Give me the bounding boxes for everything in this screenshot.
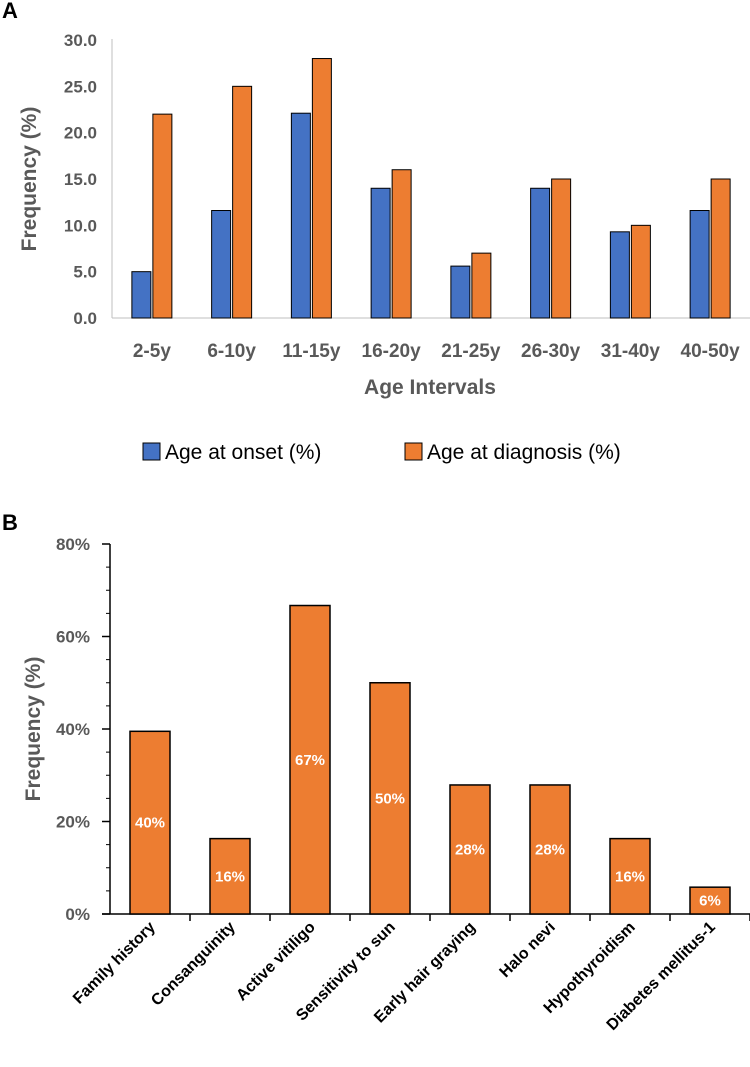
bar	[689, 886, 731, 915]
x-axis-title: Age Intervals	[364, 376, 496, 399]
y-tick-label: 20%	[56, 813, 90, 832]
bar-diagnosis	[232, 85, 253, 319]
bar-value-label: 6%	[699, 893, 721, 910]
bar-value-label: 67%	[295, 752, 325, 769]
x-tick-label: Halo nevi	[497, 919, 559, 981]
y-tick-label: 5.0	[73, 263, 97, 282]
legend-swatch-onset	[142, 442, 161, 461]
bar-diagnosis	[630, 224, 651, 319]
y-tick-label: 80%	[56, 535, 90, 554]
x-tick-label: Family history	[70, 919, 159, 1008]
panel-a-chart: 0.0 5.0 10.0 15.0 20.0 25.0 30.0 2-5y 6-10y 11-15…	[18, 31, 750, 464]
x-tick-label: 31-40y	[601, 341, 661, 362]
y-axis-title: Frequency (%)	[22, 657, 45, 802]
y-tick-label: 0%	[65, 905, 90, 924]
y-tick-label: 30.0	[64, 31, 97, 50]
y-tick-label: 0.0	[73, 309, 97, 328]
y-tick-label: 25.0	[64, 77, 97, 96]
bar-onset	[609, 231, 630, 319]
y-tick-label: 15.0	[64, 170, 97, 189]
bar-value-label: 40%	[135, 815, 165, 832]
panel-b-letter: B	[2, 510, 18, 535]
bar-value-label: 28%	[455, 841, 485, 858]
legend-label-diagnosis: Age at diagnosis (%)	[427, 441, 621, 464]
bar-diagnosis	[311, 58, 332, 319]
bar-onset	[131, 271, 152, 319]
bar-onset	[211, 210, 232, 319]
bar	[289, 604, 331, 915]
bar-onset	[530, 187, 551, 319]
bar-value-label: 16%	[215, 868, 245, 885]
x-tick-label: Consanguinity	[148, 919, 239, 1010]
bar	[209, 837, 251, 915]
panel-b-chart: 0% 20% 40% 60% 80% 40% Family history 16% Consan…	[22, 535, 750, 1034]
x-tick-label: 40-50y	[681, 341, 741, 362]
bar-diagnosis	[710, 178, 731, 319]
x-tick-label: Active vitiligo	[233, 919, 319, 1005]
legend-swatch-diagnosis	[404, 442, 423, 461]
bar-diagnosis	[551, 178, 572, 319]
x-tick-label: 11-15y	[282, 341, 341, 362]
y-tick-label: 40%	[56, 720, 90, 739]
bar	[529, 784, 571, 915]
bar	[129, 730, 171, 915]
y-axis-title: Frequency (%)	[18, 107, 41, 252]
bar	[449, 784, 491, 915]
x-tick-label: 6-10y	[207, 341, 256, 362]
bar	[369, 682, 411, 915]
x-tick-label: 16-20y	[362, 341, 422, 362]
bar-onset	[689, 210, 710, 319]
bar	[609, 837, 651, 915]
bar-value-label: 28%	[535, 841, 565, 858]
panel-a-letter: A	[2, 0, 18, 23]
bar-onset	[290, 112, 311, 319]
bar-diagnosis	[391, 169, 412, 319]
bar-onset	[370, 187, 391, 319]
y-tick-label: 20.0	[64, 124, 97, 143]
bar-value-label: 16%	[615, 868, 645, 885]
y-tick-label: 10.0	[64, 216, 97, 235]
x-tick-label: 2-5y	[133, 341, 171, 362]
y-tick-label: 60%	[56, 628, 90, 647]
bar-value-label: 50%	[375, 790, 405, 807]
legend-label-onset: Age at onset (%)	[165, 441, 321, 464]
bar-diagnosis	[152, 113, 173, 319]
x-tick-label: 21-25y	[441, 341, 501, 362]
bar-onset	[450, 265, 471, 319]
bar-diagnosis	[471, 252, 492, 319]
x-tick-label: 26-30y	[521, 341, 581, 362]
